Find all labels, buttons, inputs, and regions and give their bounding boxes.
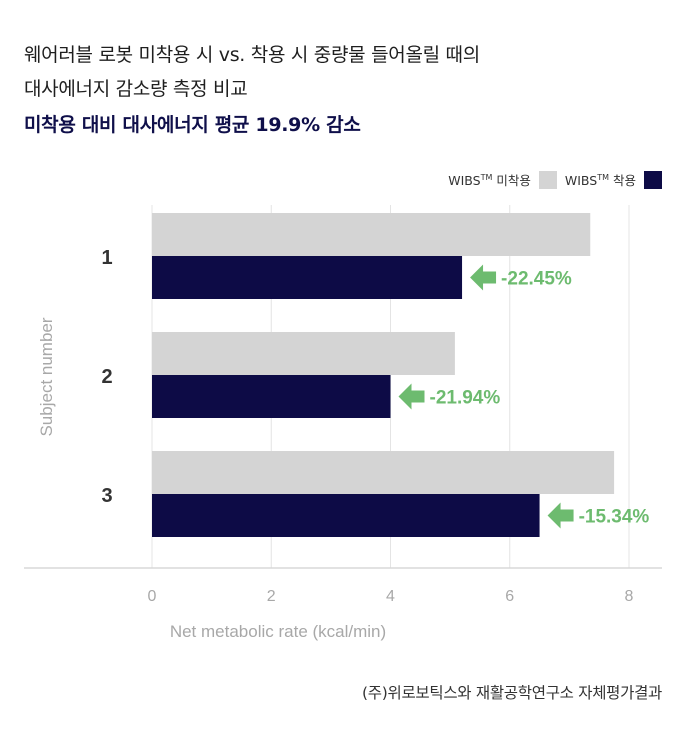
legend-swatch-worn bbox=[644, 170, 662, 189]
x-tick-label-8: 8 bbox=[625, 588, 634, 605]
legend-item-worn: WIBSTM 착용 bbox=[565, 170, 662, 189]
y-axis-label: Subject number bbox=[37, 317, 56, 436]
y-tick-label-3: 3 bbox=[101, 485, 112, 507]
source-note: (주)위로보틱스와 재활공학연구소 자체평가결과 bbox=[362, 684, 662, 702]
y-tick-label-1: 1 bbox=[101, 247, 112, 269]
reduction-label-2: -21.94% bbox=[430, 388, 501, 409]
bar-subject-3-unworn bbox=[152, 451, 615, 494]
arrow-left-icon bbox=[470, 264, 497, 291]
chart-subtitle: 미착용 대비 대사에너지 평균 19.9% 감소 bbox=[24, 114, 361, 136]
x-tick-label-6: 6 bbox=[505, 588, 514, 605]
legend-swatch-unworn bbox=[538, 170, 557, 189]
chart-title-line2: 대사에너지 감소량 측정 비교 bbox=[24, 78, 248, 100]
x-tick-label-4: 4 bbox=[386, 588, 395, 605]
arrow-left-icon bbox=[547, 502, 574, 529]
reduction-label-3: -15.34% bbox=[579, 507, 650, 528]
bar-subject-3-worn bbox=[152, 494, 540, 537]
legend: WIBSTM 미착용 WIBSTM 착용 bbox=[448, 170, 662, 189]
x-tick-label-2: 2 bbox=[267, 588, 276, 605]
arrow-left-icon bbox=[398, 383, 425, 410]
legend-label-unworn: WIBSTM 미착용 bbox=[448, 172, 531, 188]
bar-subject-1-unworn bbox=[152, 213, 591, 256]
x-axis-label: Net metabolic rate (kcal/min) bbox=[170, 622, 386, 641]
chart-title-line1: 웨어러블 로봇 미착용 시 vs. 착용 시 중량물 들어올릴 때의 bbox=[24, 44, 480, 66]
legend-item-unworn: WIBSTM 미착용 bbox=[448, 170, 557, 189]
bar-subject-2-worn bbox=[152, 375, 391, 418]
legend-label-worn: WIBSTM 착용 bbox=[564, 172, 636, 188]
bar-subject-1-worn bbox=[152, 256, 463, 299]
y-tick-label-2: 2 bbox=[101, 366, 112, 388]
reduction-label-1: -22.45% bbox=[501, 269, 572, 290]
x-tick-label-0: 0 bbox=[148, 588, 157, 605]
bar-subject-2-unworn bbox=[152, 332, 455, 375]
